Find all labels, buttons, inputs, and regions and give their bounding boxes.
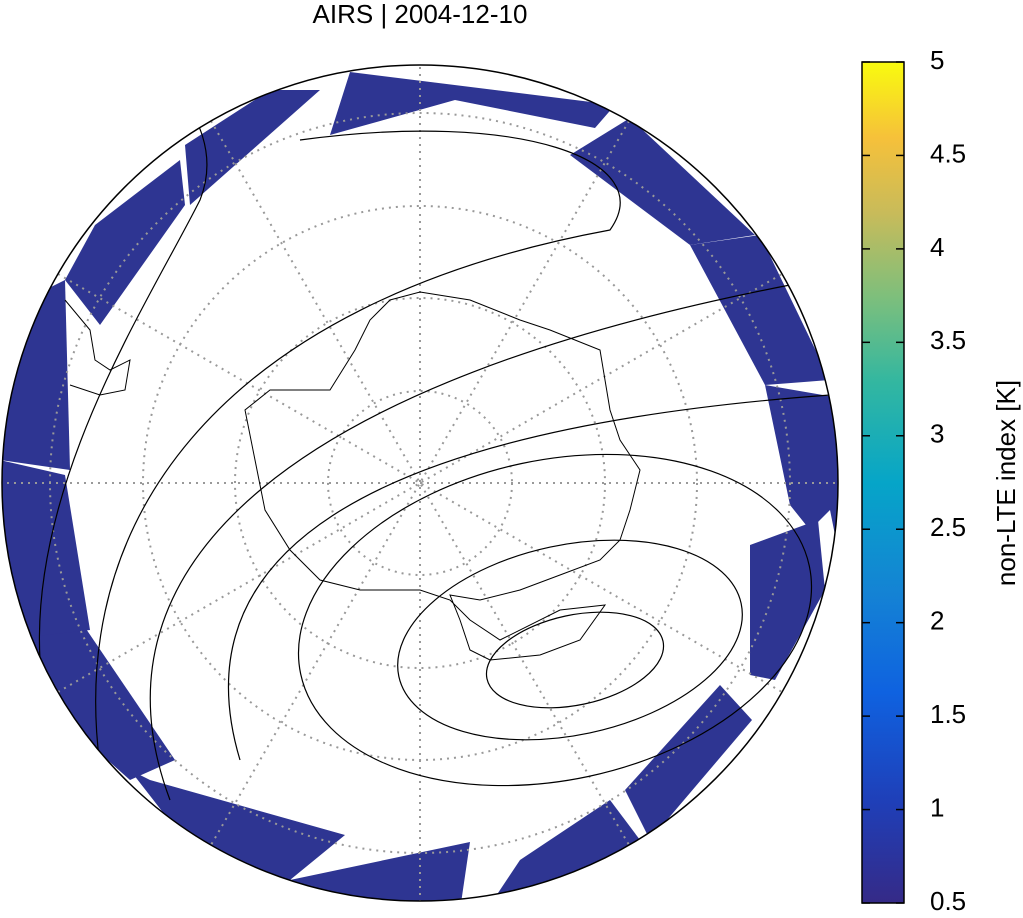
- colorbar-tick-label: 1: [930, 792, 944, 822]
- colorbar-tick-label: 0.5: [930, 886, 966, 913]
- colorbar-tick-label: 2.5: [930, 512, 966, 542]
- colorbar-tick-label: 5: [930, 45, 944, 75]
- colorbar-tick-label: 1.5: [930, 699, 966, 729]
- graticule: [2, 65, 838, 901]
- colorbar-label: non-LTE index [K]: [991, 380, 1021, 586]
- colorbar-tick-label: 4: [930, 232, 944, 262]
- colorbar-tick-label: 4.5: [930, 138, 966, 168]
- chart-title: AIRS | 2004-12-10: [313, 0, 528, 29]
- antarctica: [244, 291, 641, 661]
- colorbar-tick-label: 3.5: [930, 325, 966, 355]
- colorbar-tick-label: 2: [930, 606, 944, 636]
- map-border: [1, 64, 839, 902]
- colorbar: [861, 61, 905, 904]
- swaths: [2, 72, 838, 901]
- map-disk: [2, 65, 838, 901]
- colorbar-tick-label: 3: [930, 419, 944, 449]
- south-america: [64, 299, 131, 396]
- contours: [38, 109, 831, 821]
